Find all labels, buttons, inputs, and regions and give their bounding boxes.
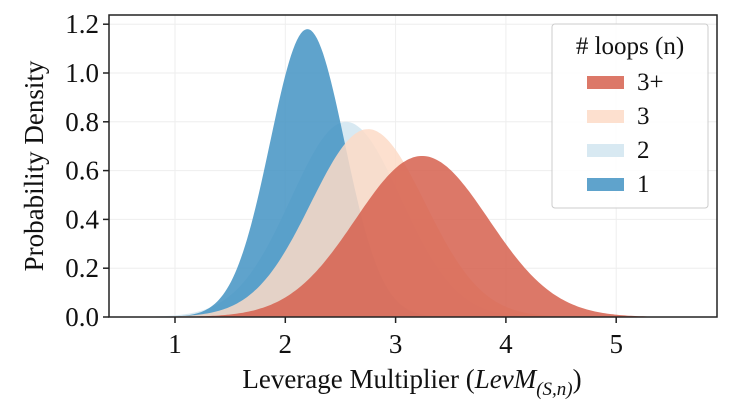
y-tick-label: 0.2 [65, 253, 99, 283]
x-axis-title: Leverage Multiplier (LevM(S,n)) [242, 364, 581, 400]
y-axis-title: Probability Density [19, 60, 49, 271]
x-tick-label: 1 [168, 329, 182, 359]
x-tick-label: 5 [609, 329, 623, 359]
density-area-3plus [109, 156, 717, 317]
plot-frame [108, 14, 718, 318]
density-areas [109, 29, 717, 317]
y-tick-label: 1.2 [65, 9, 99, 39]
x-tick-label: 2 [279, 329, 293, 359]
legend-swatch-1 [587, 178, 624, 191]
x-tick-label: 4 [499, 329, 513, 359]
legend-label: 2 [637, 137, 650, 164]
y-tick-label: 1.0 [65, 58, 99, 88]
y-tick-label: 0.4 [65, 204, 99, 234]
legend-label: 1 [637, 171, 650, 198]
legend-swatch-3plus [587, 76, 624, 89]
legend-box [551, 23, 709, 209]
legend: # loops (n) 3+ 3 2 1 [551, 23, 709, 209]
legend-title: # loops (n) [576, 33, 684, 60]
x-axis-ticks: 1 2 3 4 5 [168, 317, 623, 359]
legend-swatch-3 [587, 110, 624, 123]
legend-label: 3+ [637, 69, 664, 96]
y-axis-ticks: 0.0 0.2 0.4 0.6 0.8 1.0 1.2 [65, 9, 109, 332]
x-tick-label: 3 [389, 329, 403, 359]
legend-swatch-2 [587, 144, 624, 157]
density-area-1 [109, 29, 717, 317]
y-tick-label: 0.0 [65, 302, 99, 332]
y-tick-label: 0.8 [65, 107, 99, 137]
legend-label: 3 [637, 103, 650, 130]
y-tick-label: 0.6 [65, 156, 99, 186]
